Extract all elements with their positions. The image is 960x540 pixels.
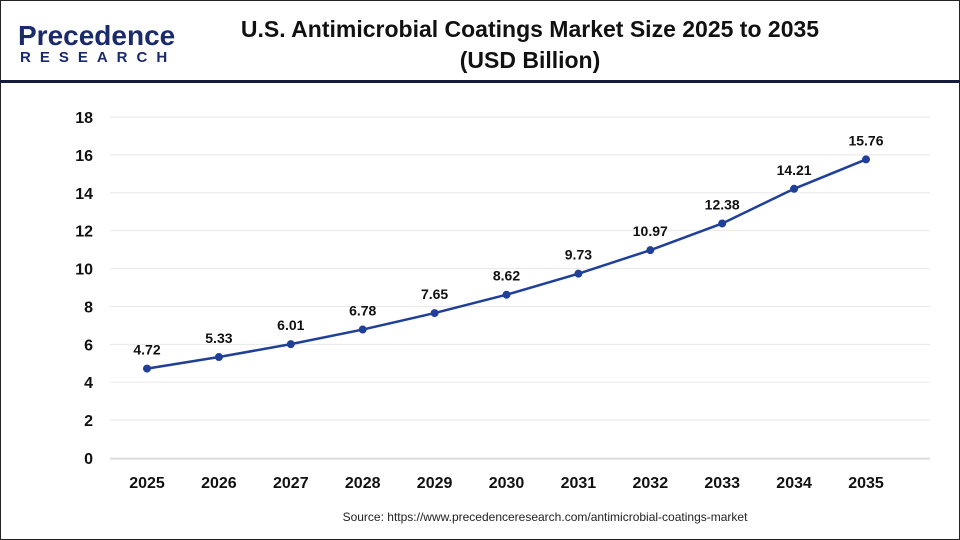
data-label: 14.21 — [777, 162, 812, 178]
data-label: 15.76 — [848, 132, 883, 148]
title-line1: U.S. Antimicrobial Coatings Market Size … — [240, 16, 820, 42]
x-tick-label: 2027 — [273, 475, 309, 492]
logo-line1: Precedence — [18, 20, 176, 51]
logo-line2: RESEARCH — [20, 49, 177, 66]
data-label: 6.01 — [277, 317, 304, 333]
x-tick-label: 2029 — [417, 475, 453, 492]
y-tick-label: 8 — [84, 299, 93, 316]
data-point — [430, 309, 439, 318]
data-point — [358, 325, 367, 334]
y-tick-label: 12 — [75, 224, 93, 241]
y-tick-label: 16 — [75, 148, 93, 165]
x-tick-label: 2032 — [633, 475, 669, 492]
data-label: 10.97 — [633, 223, 668, 239]
series-line — [146, 158, 867, 370]
x-tick-label: 2026 — [201, 475, 237, 492]
data-point — [502, 290, 511, 299]
data-label: 8.62 — [493, 268, 520, 284]
x-tick-label: 2025 — [129, 475, 165, 492]
source-text: Source: https://www.precedenceresearch.c… — [342, 510, 748, 524]
precedence-research-logo: Precedence RESEARCH — [18, 22, 176, 66]
y-tick-label: 10 — [75, 262, 93, 279]
data-point — [214, 353, 223, 362]
header: Precedence RESEARCH U.S. Antimicrobial C… — [0, 0, 960, 83]
data-label: 4.72 — [133, 342, 160, 358]
data-point — [574, 269, 583, 278]
data-label: 5.33 — [205, 330, 232, 346]
x-tick-label: 2030 — [489, 475, 525, 492]
data-point — [646, 246, 655, 255]
x-tick-label: 2034 — [776, 475, 812, 492]
chart-title: U.S. Antimicrobial Coatings Market Size … — [200, 14, 860, 76]
data-label: 9.73 — [565, 247, 592, 263]
y-tick-label: 6 — [84, 337, 93, 354]
y-tick-label: 0 — [84, 451, 93, 468]
data-point — [718, 219, 727, 228]
y-tick-label: 18 — [75, 110, 93, 127]
data-label: 6.78 — [349, 303, 376, 319]
y-tick-label: 14 — [75, 186, 93, 203]
x-tick-label: 2028 — [345, 475, 381, 492]
x-tick-label: 2035 — [848, 475, 884, 492]
x-tick-label: 2031 — [561, 475, 597, 492]
data-point — [862, 155, 870, 164]
data-point — [790, 184, 799, 193]
data-label: 7.65 — [421, 286, 448, 302]
data-label: 12.38 — [705, 196, 740, 212]
x-tick-label: 2033 — [704, 475, 740, 492]
data-point — [286, 340, 295, 349]
title-line2: (USD Billion) — [459, 47, 601, 73]
data-point — [143, 364, 151, 373]
y-tick-label: 4 — [84, 375, 93, 392]
y-tick-label: 2 — [84, 413, 93, 430]
